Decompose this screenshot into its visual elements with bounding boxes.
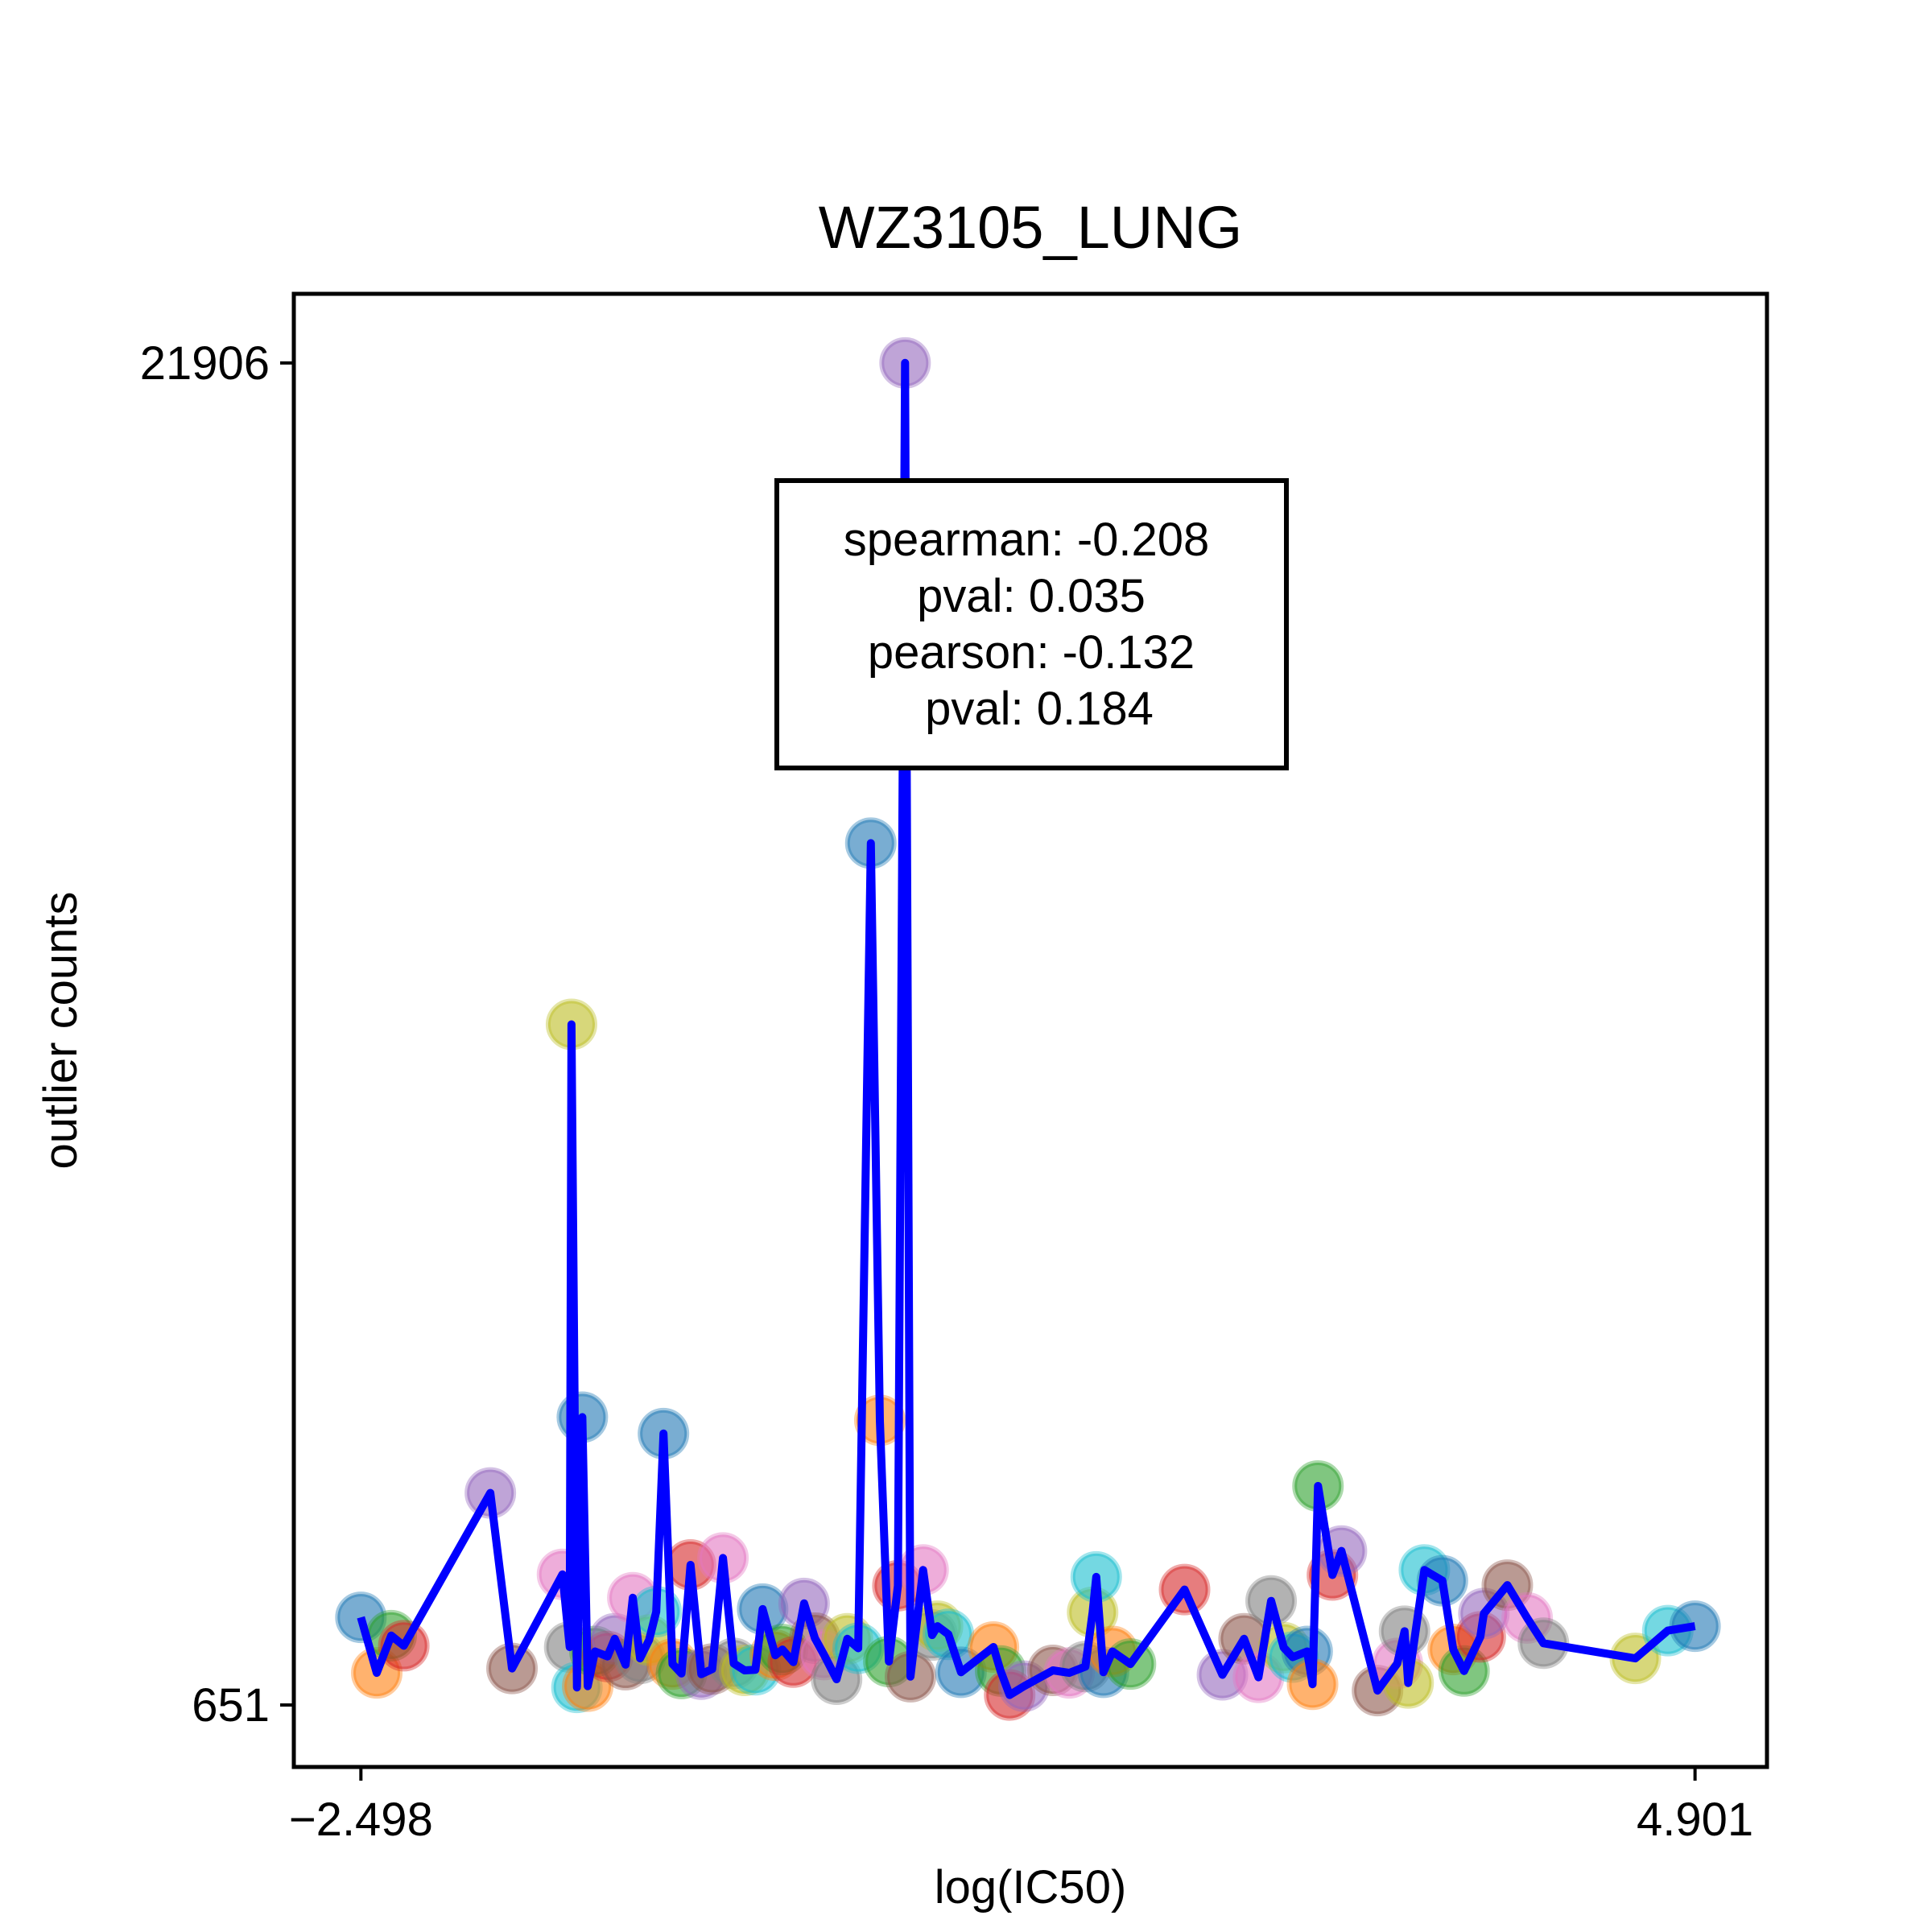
annotation-spearman: spearman: -0.208 (844, 514, 1210, 566)
annotation-frame (774, 478, 1289, 770)
y-axis-ticks: 651 21906 (140, 337, 294, 1732)
y-axis-label: outlier counts (35, 892, 87, 1170)
plot-frame (291, 291, 1769, 1769)
y-tick-label: 21906 (140, 337, 270, 390)
y-tick-label: 651 (192, 1679, 270, 1732)
x-axis-label: log(IC50) (935, 1861, 1127, 1913)
annotation-spearman-pval: pval: 0.035 (917, 570, 1146, 622)
series-line (357, 358, 1696, 1699)
annotation-pearson-pval: pval: 0.184 (925, 683, 1154, 735)
x-tick-label: −2.498 (289, 1794, 433, 1846)
x-axis-ticks: −2.498 4.901 (289, 1767, 1753, 1846)
x-tick-label: 4.901 (1637, 1794, 1753, 1846)
annotation-pearson: pearson: -0.132 (868, 626, 1195, 679)
chart-title: WZ3105_LUNG (819, 194, 1242, 261)
stats-annotation-box: spearman: -0.208 pval: 0.035 pearson: -0… (774, 478, 1289, 770)
series-line-path (357, 358, 1696, 1699)
